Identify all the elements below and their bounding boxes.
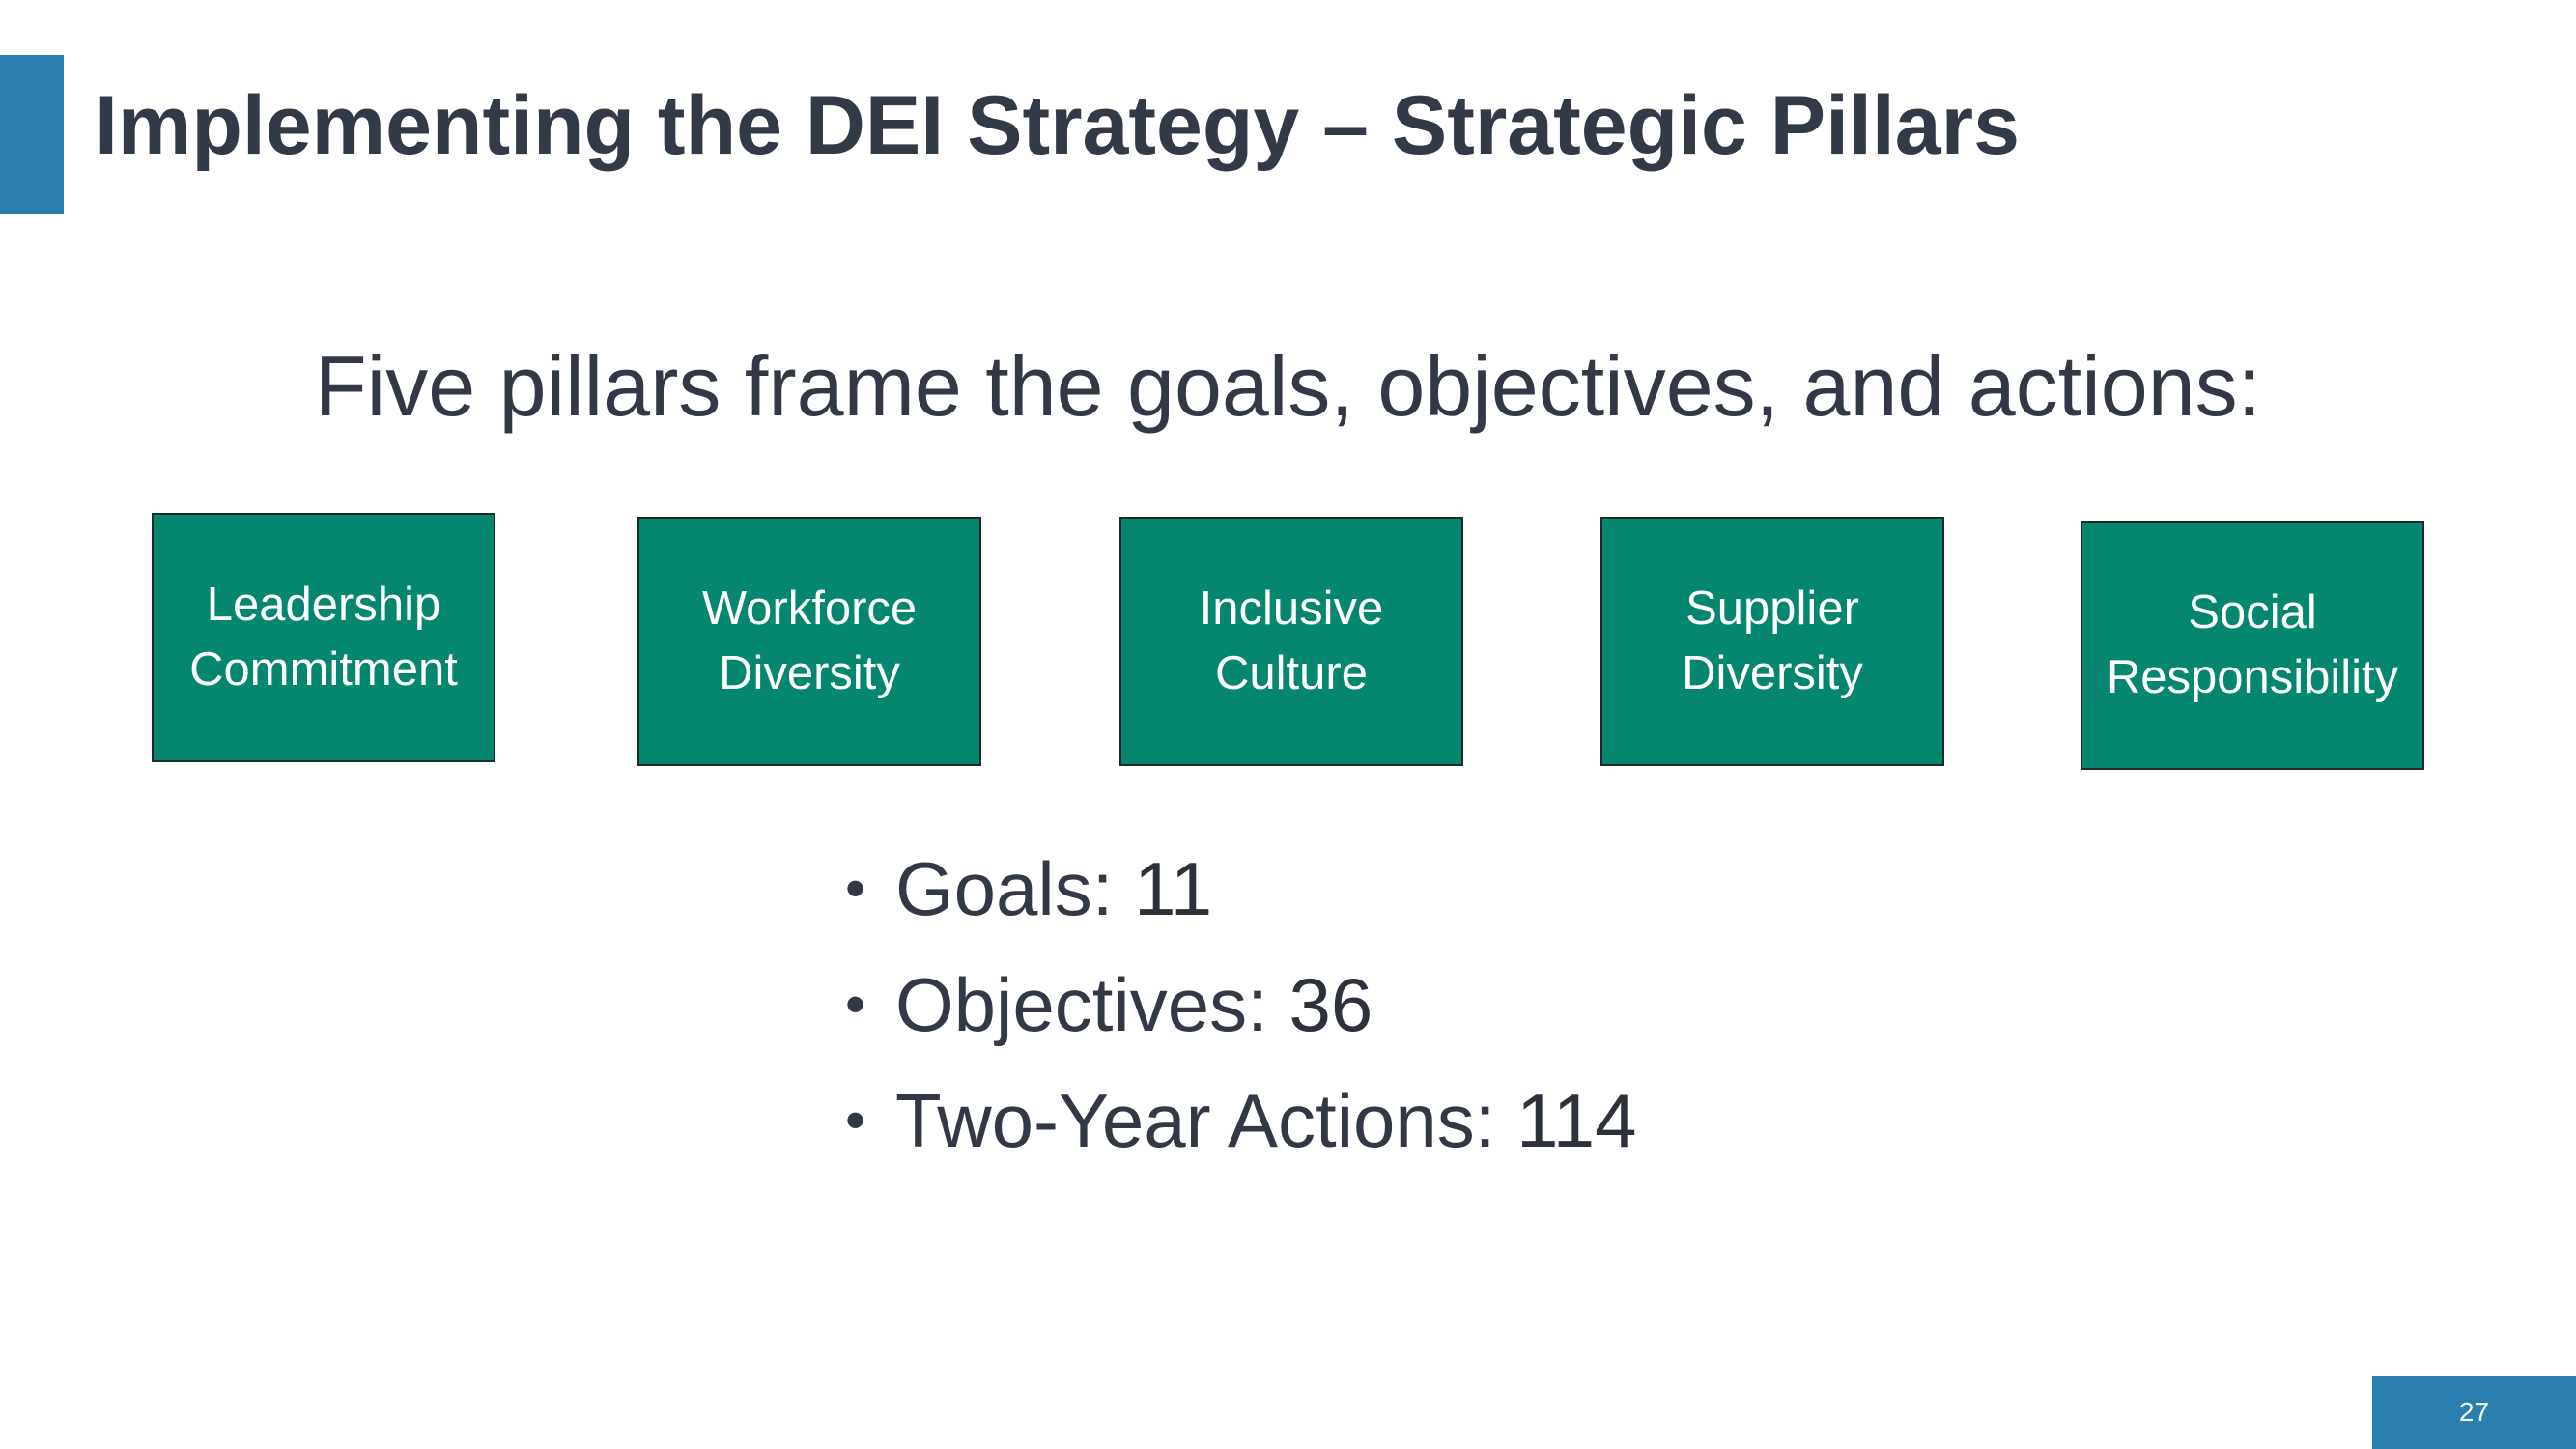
bullet-icon: • xyxy=(845,1088,866,1152)
bullet-icon: • xyxy=(845,856,866,921)
pillar-supplier-diversity: Supplier Diversity xyxy=(1600,517,1944,766)
stat-value: 11 xyxy=(1134,846,1213,931)
stat-two-year-actions: • Two-Year Actions: 114 xyxy=(845,1063,1636,1179)
bullet-icon: • xyxy=(845,972,866,1037)
stat-value: 114 xyxy=(1516,1078,1637,1163)
stat-value: 36 xyxy=(1288,962,1373,1047)
title-accent-bar xyxy=(0,55,64,214)
slide-subtitle: Five pillars frame the goals, objectives… xyxy=(314,338,2262,434)
pillar-inclusive-culture: Inclusive Culture xyxy=(1119,517,1463,766)
stat-goals: • Goals: 11 xyxy=(845,831,1636,947)
stat-label: Goals: xyxy=(895,846,1135,931)
slide-title: Implementing the DEI Strategy – Strategi… xyxy=(95,79,2020,172)
page-number: 27 xyxy=(2458,1397,2490,1427)
stat-label: Two-Year Actions: xyxy=(895,1078,1517,1163)
pillar-social-responsibility: Social Responsibility xyxy=(2081,521,2424,770)
pillar-leadership-commitment: Leadership Commitment xyxy=(152,513,495,762)
stat-label: Objectives: xyxy=(895,962,1289,1047)
page-number-badge: 27 xyxy=(2372,1376,2576,1449)
stat-objectives: • Objectives: 36 xyxy=(845,947,1636,1063)
pillar-workforce-diversity: Workforce Diversity xyxy=(637,517,981,766)
stats-list: • Goals: 11 • Objectives: 36 • Two-Year Act… xyxy=(845,831,1636,1179)
